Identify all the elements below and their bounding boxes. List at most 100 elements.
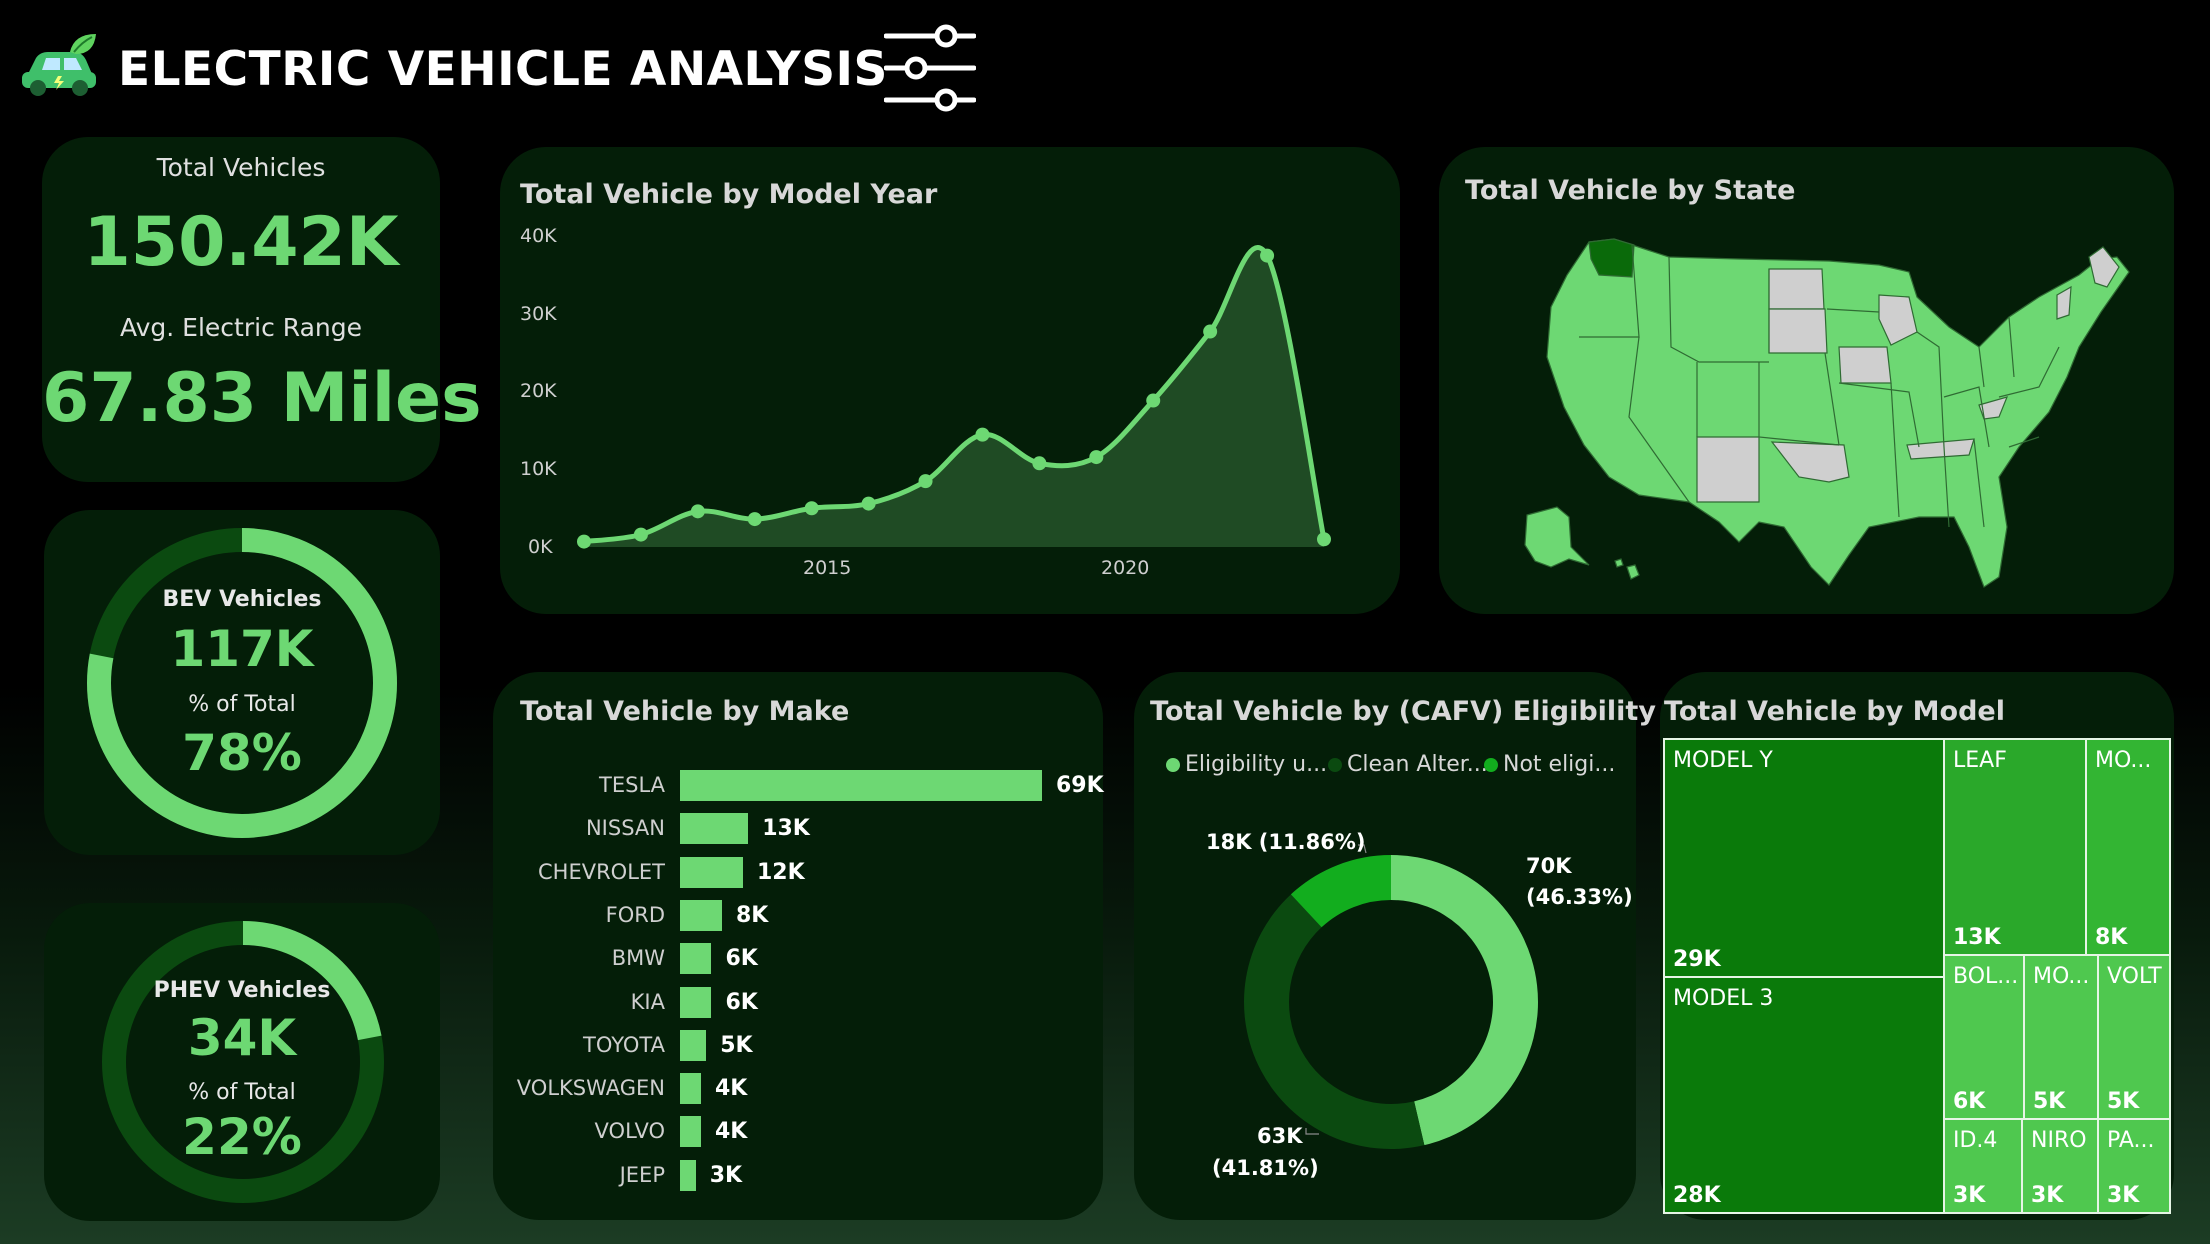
legend-item-eligible[interactable]: Eligibility u... (1166, 752, 1327, 777)
us-map-land[interactable] (1546, 238, 2130, 588)
make-data-label: 8K (735, 902, 769, 928)
bev-ring-gauge (87, 528, 397, 838)
phev-ring-fill (102, 921, 384, 1203)
make-data-label: 5K (720, 1032, 753, 1058)
map-state-nodata[interactable] (1906, 438, 1975, 460)
year-data-point[interactable] (1203, 324, 1218, 339)
map-state-washington[interactable] (1588, 238, 1635, 278)
treemap-cell-value: 13K (1953, 925, 2001, 950)
year-data-point[interactable] (1260, 248, 1275, 263)
map-state-nodata[interactable] (2056, 285, 2072, 320)
treemap-cell-value: 5K (2107, 1089, 2140, 1114)
treemap-cell[interactable]: MODEL 3 28K (1663, 976, 1945, 1214)
make-bar-area: TESLA 69K NISSAN 13K CHEVROLET 12K FORD 8K BMW 6K… (493, 672, 1104, 1220)
cafv-slice[interactable] (1391, 855, 1538, 1146)
treemap-cell-value: 29K (1673, 947, 1721, 972)
model-year-chart-card[interactable]: Total Vehicle by Model Year 40K 30K 20K … (500, 147, 1400, 614)
make-data-label: 13K (762, 816, 810, 842)
cafv-label-eligible-value: 70K (1526, 854, 1572, 878)
treemap-cell[interactable]: MO... 8K (2085, 738, 2171, 956)
treemap-cell[interactable]: PA... 3K (2097, 1118, 2171, 1214)
make-category-label: VOLVO (594, 1119, 665, 1144)
bev-card: BEV Vehicles 117K % of Total 78% (44, 510, 440, 855)
state-map-title: Total Vehicle by State (1465, 175, 1796, 206)
map-state-hawaii[interactable] (1614, 558, 1640, 580)
year-data-point[interactable] (1089, 450, 1104, 465)
map-state-nodata[interactable] (1838, 346, 1892, 384)
treemap-cell[interactable]: BOL... 6K (1943, 954, 2025, 1120)
make-data-label: 69K (1056, 773, 1104, 798)
year-data-point[interactable] (975, 427, 990, 442)
treemap-cell-label: LEAF (1953, 748, 2007, 773)
year-series-line (583, 245, 1327, 545)
y-tick-label: 0K (528, 536, 553, 558)
year-data-point[interactable] (747, 512, 762, 527)
make-bar[interactable] (680, 899, 722, 931)
model-year-chart-title: Total Vehicle by Model Year (520, 179, 938, 210)
year-data-point[interactable] (1317, 532, 1331, 547)
cafv-label-eligible-pct: (46.33%) (1526, 885, 1633, 909)
cafv-chart-card[interactable]: Total Vehicle by (CAFV) Eligibility Elig… (1134, 672, 1656, 1220)
year-data-point[interactable] (1146, 393, 1161, 408)
make-category-label: NISSAN (585, 816, 665, 841)
make-bar[interactable] (680, 986, 712, 1018)
treemap-cell-label: MODEL Y (1673, 748, 1773, 773)
model-chart-card[interactable]: Total Vehicle by Model MODEL Y 29K MODEL… (1660, 672, 2174, 1220)
bev-ring-fill (87, 528, 397, 838)
treemap-cell-value: 28K (1673, 1183, 1721, 1208)
year-data-point[interactable] (918, 474, 933, 489)
map-state-nodata[interactable] (1768, 268, 1825, 310)
make-bar[interactable] (680, 1116, 701, 1148)
map-state-nodata[interactable] (2088, 246, 2120, 288)
legend-item-clean-alt[interactable]: Clean Alter... (1328, 752, 1488, 777)
year-data-point[interactable] (861, 496, 876, 511)
year-data-point[interactable] (1032, 456, 1047, 471)
make-data-label: 12K (756, 859, 805, 885)
make-chart-card[interactable]: Total Vehicle by Make TESLA 69K NISSAN 13K C… (493, 672, 1104, 1220)
cafv-slice[interactable] (1244, 894, 1425, 1149)
y-tick-label: 30K (520, 303, 557, 325)
make-bar[interactable] (680, 813, 749, 845)
avg-range-label: Avg. Electric Range (119, 313, 363, 342)
make-bar[interactable] (680, 856, 743, 888)
make-bar[interactable] (680, 943, 712, 975)
make-bar[interactable] (680, 1073, 701, 1105)
cafv-slice[interactable] (1290, 855, 1391, 928)
y-tick-label: 40K (520, 225, 557, 247)
map-state-nodata[interactable] (1878, 294, 1918, 346)
treemap-cell[interactable]: MODEL Y 29K (1663, 738, 1945, 978)
year-data-point[interactable] (577, 534, 591, 549)
state-map-card[interactable]: Total Vehicle by State (1439, 147, 2174, 614)
sliders-filter-icon[interactable] (884, 22, 976, 114)
make-data-label: 6K (725, 989, 758, 1015)
treemap-cell[interactable]: ID.4 3K (1943, 1118, 2023, 1214)
model-chart-title: Total Vehicle by Model (1664, 696, 2005, 727)
map-state-nodata[interactable] (1978, 396, 2009, 420)
year-data-point[interactable] (633, 527, 648, 542)
map-state-nodata[interactable] (1768, 308, 1828, 354)
make-bar[interactable] (680, 770, 1042, 801)
treemap-cell[interactable]: MO... 5K (2023, 954, 2099, 1120)
map-state-nodata[interactable] (1696, 436, 1760, 503)
us-state-map[interactable] (1439, 147, 2174, 614)
phev-card: PHEV Vehicles 34K % of Total 22% (44, 903, 440, 1221)
treemap-cell-label: NIRO (2031, 1128, 2087, 1153)
legend-item-not-eligible[interactable]: Not eligi... (1484, 752, 1615, 777)
map-state-alaska[interactable] (1524, 506, 1590, 568)
treemap-cell-label: VOLT (2107, 964, 2162, 989)
year-data-point[interactable] (690, 504, 705, 519)
treemap-cell[interactable]: NIRO 3K (2021, 1118, 2099, 1214)
year-data-point[interactable] (804, 501, 819, 516)
make-bar[interactable] (680, 1029, 707, 1061)
treemap-cell-label: ID.4 (1953, 1128, 1998, 1153)
electric-car-leaf-icon (22, 34, 96, 96)
make-bar[interactable] (680, 1159, 696, 1191)
model-treemap[interactable]: MODEL Y 29K MODEL 3 28K LEAF 13K MO... 8… (1663, 738, 2173, 1214)
x-tick-label: 2020 (1101, 557, 1150, 579)
treemap-cell[interactable]: LEAF 13K (1943, 738, 2087, 956)
total-vehicles-value: 150.42K (83, 203, 399, 282)
phev-pct-label: % of Total (188, 1080, 296, 1105)
phev-label: PHEV Vehicles (153, 978, 331, 1003)
treemap-cell[interactable]: VOLT 5K (2097, 954, 2171, 1120)
total-vehicles-label: Total Vehicles (156, 153, 326, 182)
